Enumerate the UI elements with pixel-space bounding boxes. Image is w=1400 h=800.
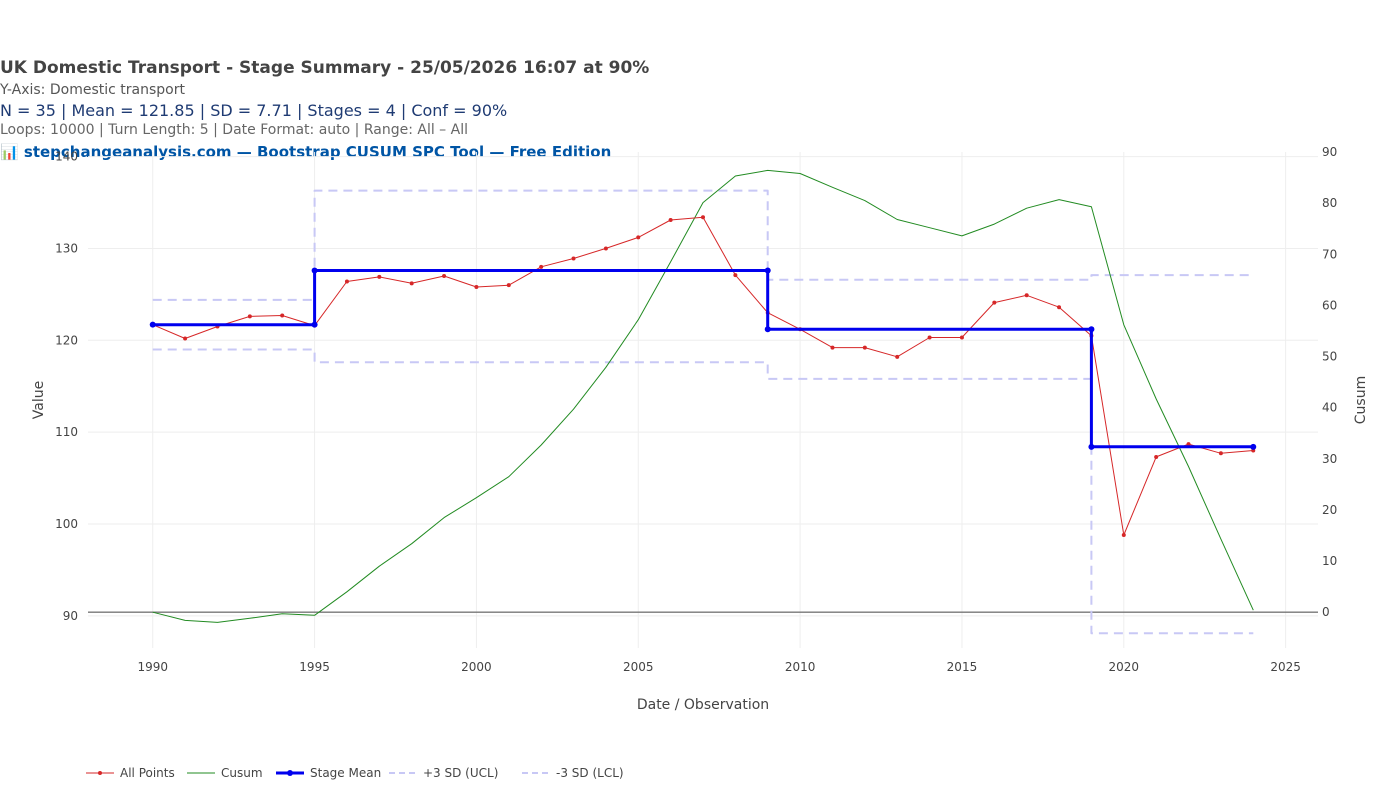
all-points-point [701,215,705,220]
series-layer [149,169,1257,635]
x-axis-title: Date / Observation [637,697,769,713]
all-points-point [862,345,867,350]
all-points-point [1218,451,1223,456]
all-points-point [539,264,544,269]
legend-label-lcl: -3 SD (LCL) [556,766,624,780]
all-points-point [280,313,285,318]
legend-label-cusum: Cusum [221,766,263,780]
all-points-point [247,314,252,319]
all-points-point [506,283,511,288]
y2-tick-label: 10 [1322,554,1337,568]
x-tick-label: 2005 [623,660,654,674]
y2-axis-title: Cusum [1353,376,1369,424]
y-tick-label: 140 [55,150,78,164]
all-points-point [377,274,382,279]
x-tick-label: 1990 [137,660,168,674]
all-points-point [1121,533,1126,538]
stage-mean-point [311,267,318,274]
all-points-point [895,354,900,359]
all-points-point [830,345,835,350]
y-axis-title: Value [31,381,47,419]
x-tick-label: 2020 [1109,660,1140,674]
chart-title: UK Domestic Transport - Stage Summary - … [0,58,650,78]
stage-mean-point [1250,443,1257,450]
y2-tick-label: 30 [1322,452,1337,466]
all-points-point [959,335,964,340]
y-tick-label: 100 [55,517,78,531]
all-points-point [603,246,608,251]
cusum-line [152,169,1254,623]
all-points-point [1186,442,1191,447]
stage-mean-point [764,326,771,333]
stage-mean-point [1088,443,1095,450]
legend-marker-all-points [98,771,102,775]
x-tick-label: 2000 [461,660,492,674]
grid [88,152,1318,648]
all-points-line [152,216,1254,536]
y2-tick-label: 50 [1322,350,1337,364]
y2-tick-label: 60 [1322,298,1337,312]
legend-label-ucl: +3 SD (UCL) [423,766,498,780]
y-tick-label: 130 [55,241,78,255]
stage-mean-line [152,269,1254,449]
all-points-point [474,285,479,290]
y-tick-label: 90 [63,609,78,623]
legend: All Points Cusum Stage Mean +3 SD (UCL) -3 S… [86,766,624,780]
x-tick-label: 2015 [947,660,978,674]
y-axis-caption: Y-Axis: Domestic transport [0,82,185,98]
lcl-line [152,348,1254,635]
all-points-point [636,235,641,240]
ucl-line [152,189,1254,301]
stage-mean-point [311,321,318,328]
all-points-point [992,300,997,305]
all-points-point [409,281,414,286]
all-points-point [1057,305,1062,310]
legend-label-all-points: All Points [120,766,175,780]
stats-line: N = 35 | Mean = 121.85 | SD = 7.71 | Sta… [0,101,508,120]
y2-tick-label: 80 [1322,196,1337,210]
legend-marker-stage-mean [287,770,293,776]
stage-mean-point [764,267,771,274]
all-points-point [1024,293,1029,298]
y2-tick-label: 90 [1322,145,1337,159]
y2-tick-label: 40 [1322,401,1337,415]
params-line: Loops: 10000 | Turn Length: 5 | Date For… [0,122,468,138]
y-tick-label: 110 [55,425,78,439]
x-tick-label: 2010 [785,660,816,674]
all-points-point [733,273,738,278]
y2-tick-label: 70 [1322,247,1337,261]
x-tick-label: 2025 [1270,660,1301,674]
all-points-point [1154,454,1159,459]
stage-mean-point [1088,326,1095,333]
y2-tick-label: 20 [1322,503,1337,517]
x-tick-label: 1995 [299,660,330,674]
stage-mean-point [149,321,156,328]
all-points-point [668,217,673,222]
all-points-point [344,279,349,284]
all-points-point [442,274,447,278]
y-tick-label: 120 [55,333,78,347]
all-points-point [183,336,188,341]
all-points-point [927,335,932,340]
y2-tick-label: 0 [1322,605,1330,619]
axes: 1990 1995 2000 2005 2010 2015 2020 202590100110… [31,145,1369,713]
all-points-point [571,256,576,261]
legend-label-stage-mean: Stage Mean [310,766,381,780]
